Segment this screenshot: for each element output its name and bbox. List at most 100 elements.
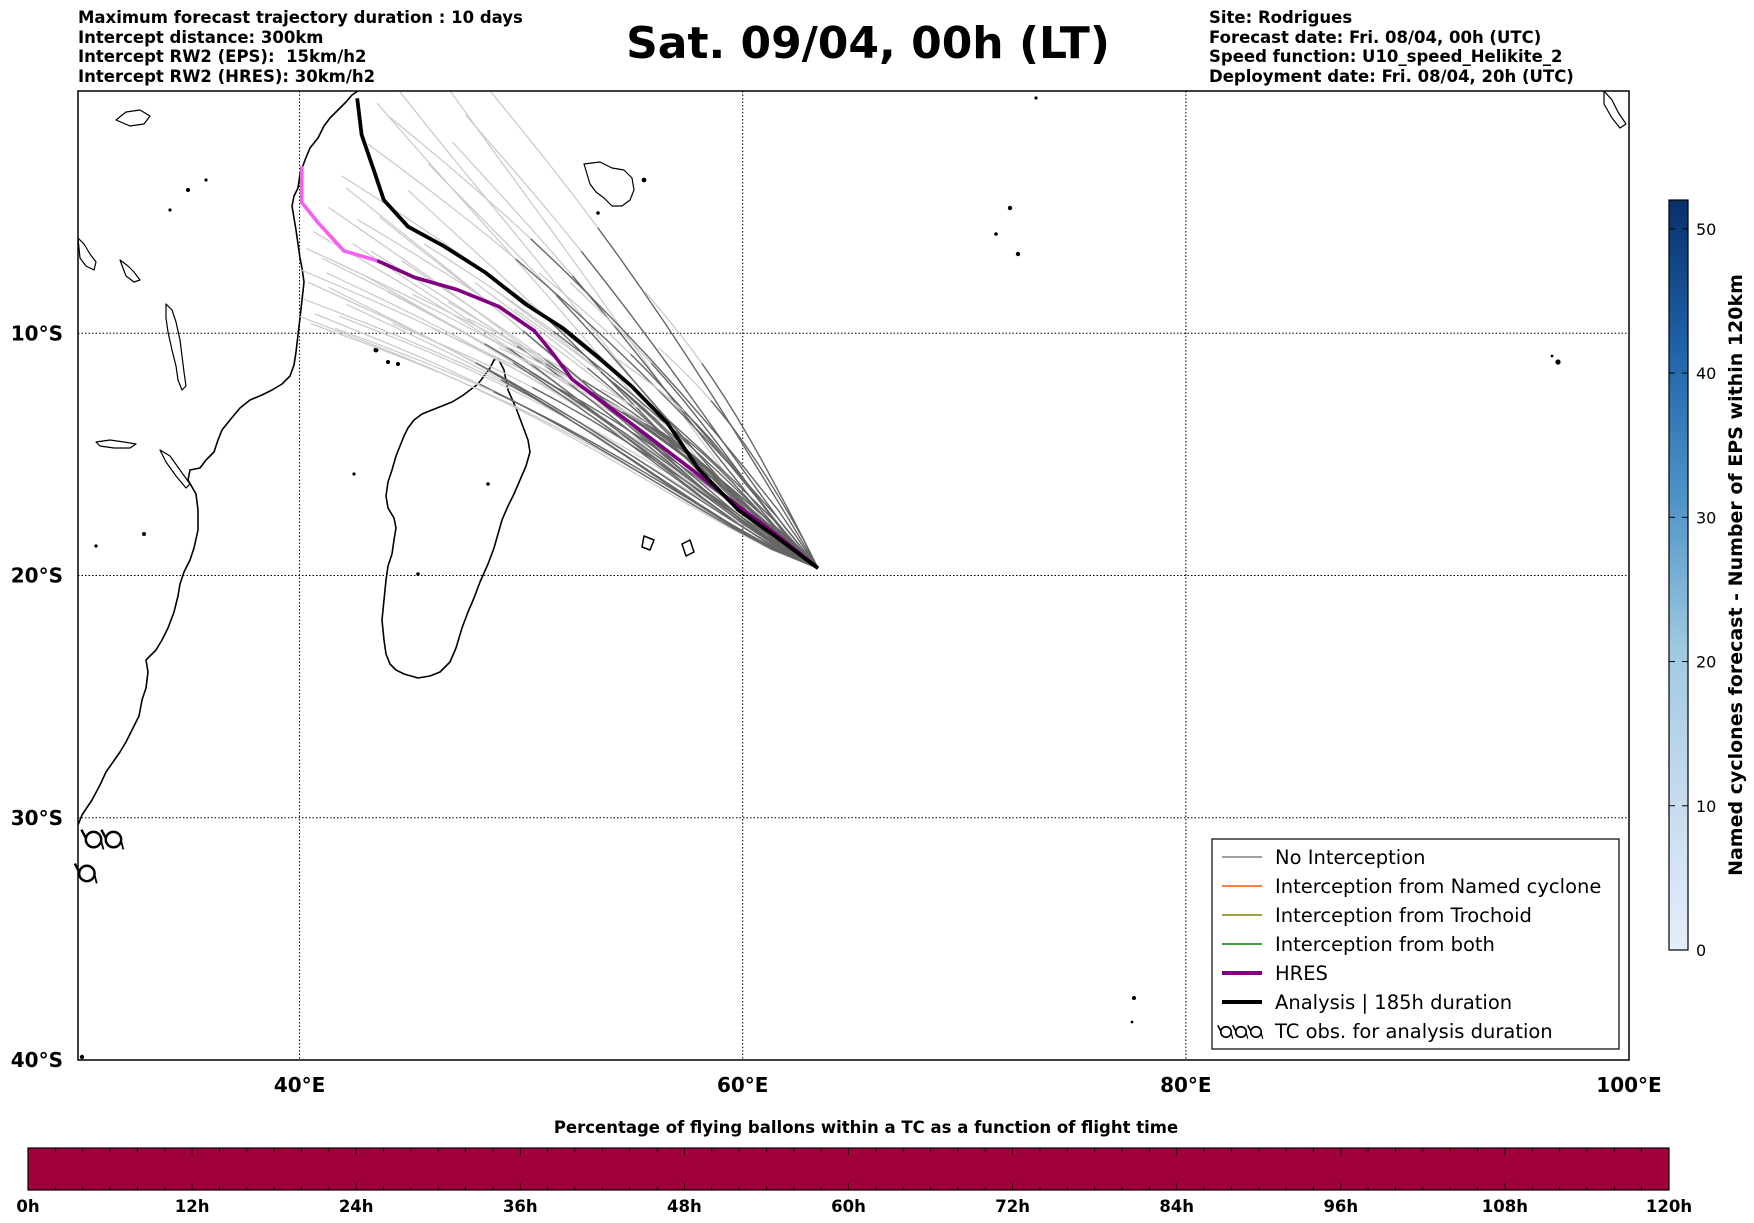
colorbar-tick-label: 10 bbox=[1696, 797, 1716, 816]
eps-line-tail bbox=[401, 260, 539, 355]
eps-line bbox=[500, 379, 819, 569]
eps-ghost-line bbox=[310, 322, 819, 569]
eps-line bbox=[597, 227, 819, 569]
eps-line-tail bbox=[489, 91, 599, 228]
eps-line-tail bbox=[314, 313, 481, 385]
island-outline bbox=[1603, 91, 1627, 129]
eps-line bbox=[475, 361, 819, 569]
eps-line-tail bbox=[447, 301, 570, 379]
tc-symbol-icon bbox=[1217, 1024, 1234, 1039]
legend: No Interception Interception from Named c… bbox=[1211, 838, 1620, 1050]
eps-line-tail bbox=[474, 281, 588, 369]
tc-symbol-icon bbox=[1232, 1024, 1249, 1039]
bottom-bar-label: 108h bbox=[1482, 1197, 1528, 1216]
eps-line-tail bbox=[321, 257, 485, 345]
lon-tick-label: 60°E bbox=[717, 1073, 769, 1097]
hres-trajectory bbox=[300, 166, 820, 570]
eps-ghost-line bbox=[301, 269, 819, 569]
colorbar-label: Named cyclones forecast - Number of EPS … bbox=[1725, 274, 1747, 876]
eps-line-tail bbox=[367, 143, 517, 260]
bottom-bar-label: 36h bbox=[503, 1197, 538, 1216]
intercept-distance-text: Intercept distance: 300km bbox=[78, 27, 324, 47]
eps-line-tail bbox=[494, 289, 602, 373]
lat-tick-label: 40°S bbox=[11, 1048, 63, 1072]
legend-label: Interception from Trochoid bbox=[1275, 904, 1532, 927]
bottom-bar-title: Percentage of flying ballons within a TC… bbox=[554, 1118, 1178, 1137]
bottom-bar-label: 60h bbox=[831, 1197, 866, 1216]
lake-outline bbox=[95, 439, 137, 449]
tc-symbol-icon bbox=[80, 829, 105, 850]
legend-label: No Interception bbox=[1275, 846, 1426, 869]
eps-line-tail bbox=[538, 272, 631, 355]
eps-line-tail bbox=[600, 388, 673, 430]
eps-line-tail bbox=[465, 114, 582, 252]
legend-box bbox=[1211, 838, 1620, 1050]
eps-line-tail bbox=[569, 281, 652, 364]
eps-line-tail bbox=[407, 189, 544, 315]
eps-line bbox=[488, 370, 819, 569]
intercept-hres-text: Intercept RW2 (HRES): 30km/h2 bbox=[78, 66, 376, 86]
forecast-date-text: Forecast date: Fri. 08/04, 00h (UTC) bbox=[1209, 27, 1542, 47]
legend-label: TC obs. for analysis duration bbox=[1274, 1020, 1553, 1043]
eps-line bbox=[580, 250, 819, 569]
intercept-eps-text: Intercept RW2 (EPS): 15km/h2 bbox=[78, 47, 367, 66]
island-outline bbox=[681, 539, 695, 557]
legend-label: HRES bbox=[1275, 962, 1328, 985]
bottom-bar-ticks: 0h 12h 24h 36h 48h 60h 72h 84h 96h 108h 120h bbox=[16, 1148, 1692, 1216]
lon-tick-label: 80°E bbox=[1160, 1073, 1212, 1097]
bottom-bar-label: 0h bbox=[16, 1197, 39, 1216]
eps-line-tail bbox=[308, 281, 476, 364]
bottom-bar-label: 24h bbox=[339, 1197, 374, 1216]
map-title-wrap: Sat. 09/04, 00h (LT) bbox=[0, 18, 1754, 69]
eps-line-tail bbox=[389, 117, 532, 240]
eps-line bbox=[710, 400, 819, 569]
eps-line-tail bbox=[644, 291, 703, 364]
lake-outline bbox=[165, 303, 187, 391]
bottom-bar-label: 72h bbox=[995, 1197, 1030, 1216]
eps-line bbox=[493, 391, 819, 569]
colorbar-tick-label: 20 bbox=[1696, 653, 1716, 672]
map-title: Sat. 09/04, 00h (LT) bbox=[626, 18, 1110, 69]
lat-tick-label: 30°S bbox=[11, 806, 63, 830]
lat-tick-label: 10°S bbox=[11, 321, 63, 345]
eps-line-tail bbox=[452, 141, 573, 277]
eps-line-tail bbox=[334, 327, 494, 393]
bottom-bar-label: 84h bbox=[1159, 1197, 1194, 1216]
lake-outline bbox=[159, 449, 191, 489]
legend-label: Analysis | 185h duration bbox=[1275, 991, 1512, 1014]
colorbar-tick-label: 40 bbox=[1696, 364, 1716, 383]
latitude-tick-labels: 10°S 20°S 30°S 40°S bbox=[11, 321, 63, 1072]
madagascar-outline bbox=[381, 357, 531, 679]
island-outline bbox=[119, 259, 141, 283]
eps-line bbox=[484, 343, 819, 569]
header-right-info: Site: Rodrigues Forecast date: Fri. 08/0… bbox=[1209, 8, 1574, 86]
eps-line-tail bbox=[345, 303, 502, 381]
bottom-bar-label: 48h bbox=[667, 1197, 702, 1216]
eps-line bbox=[650, 362, 819, 569]
island-outline bbox=[115, 109, 151, 127]
deployment-date-text: Deployment date: Fri. 08/04, 20h (UTC) bbox=[1209, 66, 1574, 86]
max-duration-text: Maximum forecast trajectory duration : 1… bbox=[78, 8, 523, 27]
hres-line-tail bbox=[300, 166, 378, 263]
speed-function-text: Speed function: U10_speed_Helikite_2 bbox=[1209, 47, 1563, 66]
eps-line-tail bbox=[412, 293, 546, 365]
map-frame bbox=[77, 90, 1630, 1061]
eps-line-tail bbox=[378, 216, 524, 332]
eps-line-tail bbox=[427, 163, 557, 296]
header-left-info: Maximum forecast trajectory duration : 1… bbox=[78, 8, 523, 86]
eps-line-tail bbox=[392, 323, 533, 388]
tc-symbol-icon bbox=[1247, 1024, 1264, 1039]
colorbar-tick-label: 50 bbox=[1696, 220, 1716, 239]
eps-line bbox=[530, 238, 819, 569]
lon-tick-label: 40°E bbox=[274, 1073, 326, 1097]
analysis-line bbox=[355, 98, 820, 570]
island-outline bbox=[641, 535, 655, 551]
colorbar-gradient bbox=[1668, 199, 1689, 951]
right-colorbar: Named cyclones forecast - Number of EPS … bbox=[1668, 199, 1747, 960]
africa-coastline bbox=[78, 91, 359, 826]
eps-line-tail bbox=[658, 347, 712, 402]
eps-line-tail bbox=[423, 243, 554, 332]
legend-label: Interception from both bbox=[1275, 933, 1495, 956]
colorbar-tick-label: 0 bbox=[1696, 941, 1706, 960]
